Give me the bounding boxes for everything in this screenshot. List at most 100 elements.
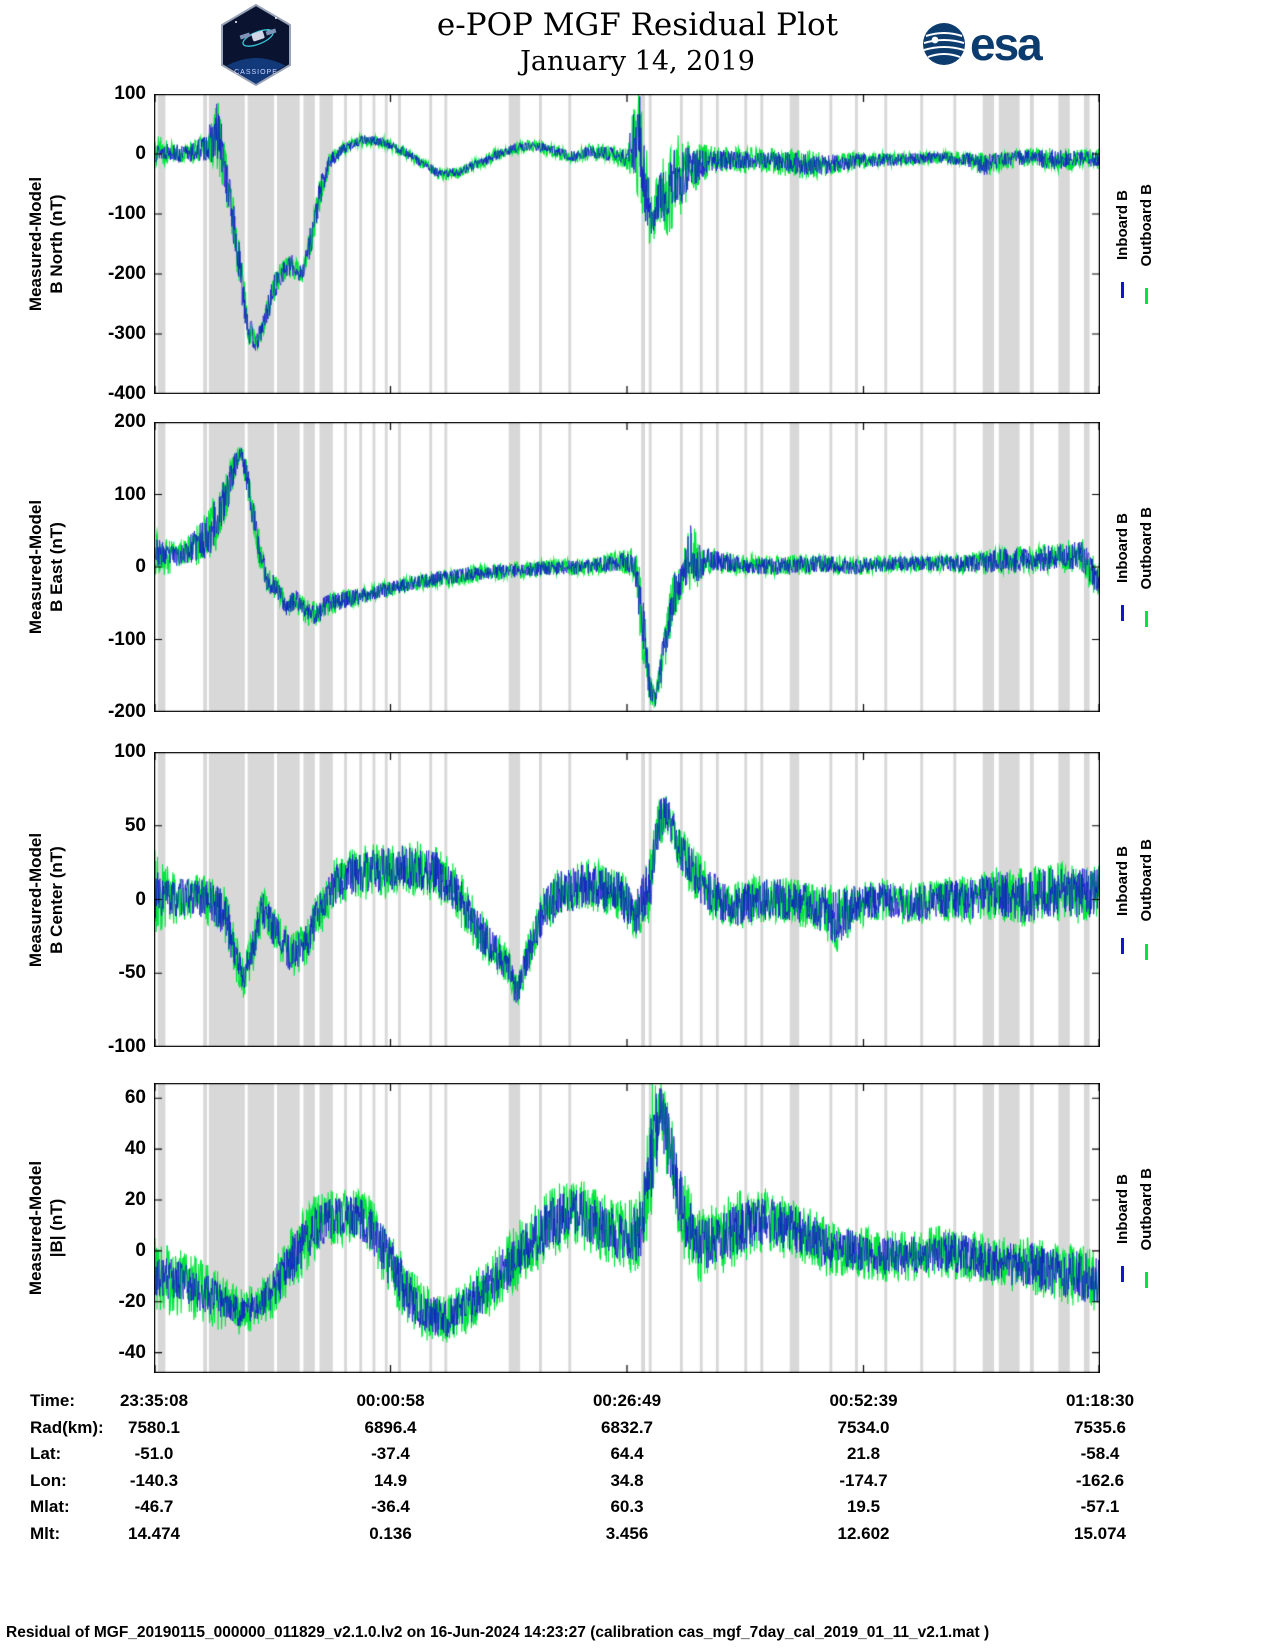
y-axis-label-line2: B North (nT) bbox=[47, 194, 66, 294]
y-tick-labels: 200 100 0 -100 -200 bbox=[92, 411, 154, 722]
table-cell-value: -58.4 bbox=[1080, 1444, 1120, 1463]
y-tick-label: 40 bbox=[124, 1138, 146, 1160]
y-axis-label-line2: B Center (nT) bbox=[47, 845, 66, 954]
table-cell-value: 00:26:49 bbox=[592, 1391, 662, 1410]
table-cell-value: 15.074 bbox=[1074, 1523, 1126, 1543]
table-cell-value: -37.4 bbox=[371, 1444, 410, 1463]
y-tick-label: 50 bbox=[124, 814, 146, 836]
plot-stack: Measured-Model B North (nT) 100 0 -100 -200… bbox=[0, 83, 1275, 1373]
esa-globe-icon bbox=[923, 23, 965, 65]
y-tick-label: -400 bbox=[107, 383, 146, 404]
legend-b-north: Inboard B Outboard B bbox=[1100, 94, 1275, 394]
table-row: Mlat: -46.7 -36.4 60.3 19.5 -57.1 bbox=[0, 1497, 1275, 1524]
table-cell-value: -162.6 bbox=[1075, 1470, 1125, 1490]
title-block: e-POP MGF Residual Plot January 14, 2019 bbox=[0, 7, 1275, 77]
y-tick-label: 0 bbox=[135, 556, 146, 577]
y-tick-label: -50 bbox=[118, 962, 146, 984]
plot-canvas-b-center bbox=[154, 752, 1100, 1047]
y-tick-label: 60 bbox=[124, 1087, 146, 1109]
legend-outboard: Outboard B bbox=[1138, 752, 1155, 1047]
y-tick-label: -100 bbox=[107, 1036, 146, 1057]
y-tick-label: 0 bbox=[135, 888, 146, 910]
legend-outboard-label: Outboard B bbox=[1138, 1167, 1155, 1251]
table-row-label: Lat: bbox=[30, 1444, 62, 1463]
table-cell-value: 00:52:39 bbox=[829, 1391, 898, 1410]
legend-outboard: Outboard B bbox=[1138, 1083, 1155, 1373]
footer-note: Residual of MGF_20190115_000000_011829_v… bbox=[6, 1624, 990, 1641]
table-row-label: Time: bbox=[30, 1391, 76, 1410]
table-cell-value: 0.136 bbox=[369, 1523, 412, 1543]
table-row: Mlt: 14.474 0.136 3.456 12.602 15.074 bbox=[0, 1524, 1275, 1551]
legend-inboard-label: Inboard B bbox=[1114, 513, 1131, 583]
y-tick-label: 0 bbox=[135, 1239, 146, 1261]
table-cell-value: 7535.6 bbox=[1074, 1417, 1126, 1437]
legend-outboard: Outboard B bbox=[1138, 422, 1155, 712]
y-tick-labels: 100 0 -100 -200 -300 -400 bbox=[92, 83, 154, 404]
legend-inboard: Inboard B bbox=[1114, 94, 1131, 394]
page-subtitle: January 14, 2019 bbox=[520, 45, 755, 77]
table-row: Lat: -51.0 -37.4 64.4 21.8 -58.4 bbox=[0, 1444, 1275, 1471]
table-cell-value: 14.9 bbox=[373, 1470, 408, 1490]
table-cell-value: 6832.7 bbox=[601, 1417, 653, 1437]
legend-inboard-label: Inboard B bbox=[1114, 845, 1131, 916]
table-cell-value: 19.5 bbox=[846, 1497, 881, 1516]
y-axis-label-b-east: Measured-Model B East (nT) bbox=[0, 422, 92, 712]
cassiope-mission-patch-icon: CASSIOPE bbox=[221, 4, 291, 87]
y-tick-labels: 60 40 20 0 -20 -40 bbox=[92, 1083, 154, 1373]
table-cell-value: 12.602 bbox=[837, 1523, 890, 1543]
page-title: e-POP MGF Residual Plot bbox=[436, 7, 839, 43]
header: CASSIOPE e-POP MGF Residual Plot January… bbox=[0, 0, 1275, 94]
y-tick-label: -20 bbox=[118, 1290, 146, 1312]
table-cell-value: -51.0 bbox=[134, 1444, 174, 1463]
legend-outboard-label: Outboard B bbox=[1138, 839, 1155, 922]
legend-inboard-line-sample bbox=[1121, 605, 1124, 621]
legend-inboard-line-sample bbox=[1121, 282, 1124, 298]
table-cell-value: 00:00:58 bbox=[356, 1391, 425, 1410]
y-tick-label: -100 bbox=[107, 628, 146, 650]
y-axis-label-line1: Measured-Model bbox=[25, 499, 45, 635]
legend-inboard-line-sample bbox=[1121, 937, 1124, 954]
y-tick-label: -100 bbox=[107, 203, 146, 224]
table-cell-value: -46.7 bbox=[134, 1497, 174, 1516]
legend-outboard-label: Outboard B bbox=[1138, 506, 1155, 590]
y-axis-label-line1: Measured-Model bbox=[25, 176, 45, 312]
y-axis-label-line1: Measured-Model bbox=[25, 1160, 45, 1296]
legend-b-center: Inboard B Outboard B bbox=[1100, 752, 1275, 1047]
plot-canvas-b-magnitude bbox=[154, 1083, 1100, 1373]
table-cell-value: 23:35:08 bbox=[119, 1391, 189, 1410]
esa-logo-text: esa bbox=[970, 18, 1043, 70]
y-tick-label: 200 bbox=[114, 411, 146, 432]
table-cell-value: 7580.1 bbox=[128, 1417, 180, 1437]
panel-b-north: Measured-Model B North (nT) 100 0 -100 -200… bbox=[0, 83, 1275, 404]
panel-b-center: Measured-Model B Center (nT) 100 50 0 -50 -1… bbox=[0, 741, 1275, 1057]
table-row: Rad(km): 7580.1 6896.4 6832.7 7534.0 7535.6 bbox=[0, 1418, 1275, 1445]
y-tick-label: -200 bbox=[107, 263, 146, 284]
legend-outboard-line-sample bbox=[1145, 288, 1148, 305]
table-cell-value: -140.3 bbox=[129, 1470, 179, 1490]
legend-inboard: Inboard B bbox=[1114, 752, 1131, 1047]
table-cell-value: -174.7 bbox=[839, 1470, 888, 1490]
table-row-label: Mlt: bbox=[30, 1523, 61, 1543]
table-row-label: Mlat: bbox=[30, 1497, 70, 1516]
table-row: Time: 23:35:08 00:00:58 00:26:49 00:52:39 01:… bbox=[0, 1391, 1275, 1418]
legend-b-magnitude: Inboard B Outboard B bbox=[1100, 1083, 1275, 1373]
y-tick-label: -300 bbox=[107, 323, 146, 344]
legend-outboard-label: Outboard B bbox=[1138, 183, 1155, 267]
table-row-label: Rad(km): bbox=[30, 1417, 104, 1437]
table-cell-value: 7534.0 bbox=[837, 1417, 890, 1437]
patch-label: CASSIOPE bbox=[234, 69, 278, 76]
esa-logo: esa bbox=[920, 18, 1043, 70]
panel-b-east: Measured-Model B East (nT) 200 100 0 -100 -2… bbox=[0, 411, 1275, 722]
plot-canvas-b-east bbox=[154, 422, 1100, 712]
table-cell-value: -36.4 bbox=[371, 1497, 410, 1516]
table-cell-value: 01:18:30 bbox=[1065, 1391, 1135, 1410]
table-cell-value: 14.474 bbox=[128, 1523, 180, 1543]
table-cell-value: 3.456 bbox=[605, 1523, 649, 1543]
ephemeris-table: Time: 23:35:08 00:00:58 00:26:49 00:52:39 01:… bbox=[0, 1391, 1275, 1550]
y-tick-labels: 100 50 0 -50 -100 bbox=[92, 741, 154, 1057]
table-cell-value: -57.1 bbox=[1080, 1497, 1120, 1516]
table-cell-value: 34.8 bbox=[610, 1470, 644, 1490]
y-axis-label-line2: B East (nT) bbox=[47, 522, 66, 612]
table-cell-value: 64.4 bbox=[610, 1444, 644, 1463]
